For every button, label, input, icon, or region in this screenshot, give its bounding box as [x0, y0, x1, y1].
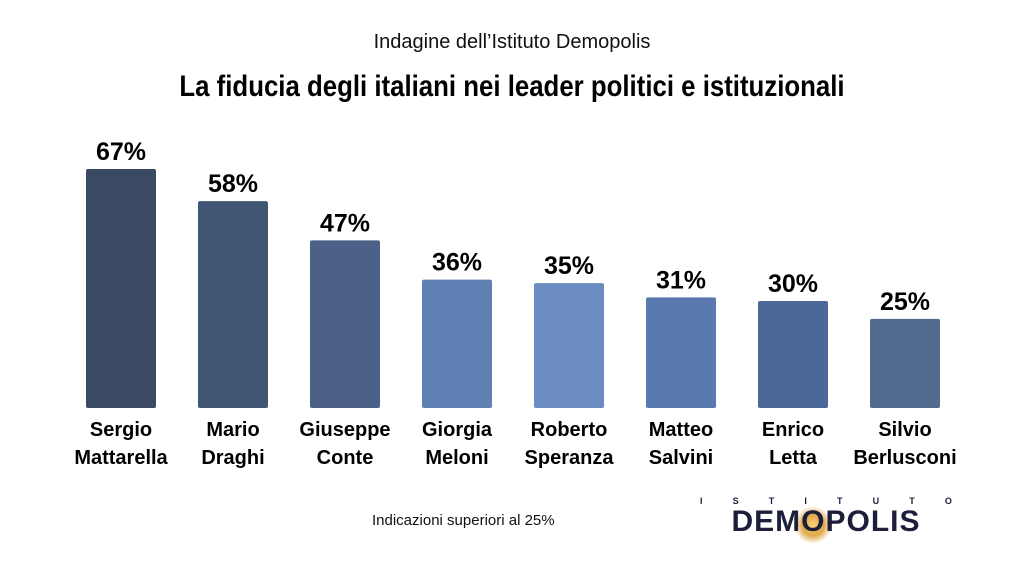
logo-letter: T: [909, 496, 915, 506]
logo-letter: U: [872, 496, 880, 506]
category-label: Salvini: [649, 447, 713, 469]
bar-chart: 67% Sergio Mattarella 58% Mario Draghi 47% Gius…: [74, 138, 956, 469]
category-label: Giorgia: [422, 419, 493, 441]
bar: [198, 201, 268, 408]
category-label: Meloni: [425, 447, 488, 469]
demopolis-logo: I S T I T U T O DEMOPOLIS: [700, 496, 952, 544]
bar: [310, 240, 380, 408]
logo-wordmark: DEMOPOLIS: [731, 505, 921, 538]
category-label: Draghi: [201, 447, 264, 469]
logo-letter: S: [732, 496, 739, 506]
bar: [86, 169, 156, 408]
bar: [534, 283, 604, 408]
category-label: Speranza: [525, 447, 615, 469]
footnote: Indicazioni superiori al 25%: [372, 512, 555, 529]
value-label: 36%: [432, 249, 482, 277]
category-label: Conte: [317, 447, 374, 469]
category-label: Enrico: [762, 419, 824, 441]
logo-letter: T: [768, 496, 775, 506]
value-label: 31%: [656, 266, 706, 294]
value-label: 67%: [96, 138, 146, 166]
category-label: Matteo: [649, 419, 713, 441]
category-label: Berlusconi: [853, 447, 956, 469]
category-label: Mattarella: [74, 447, 168, 469]
bar: [646, 297, 716, 408]
value-label: 35%: [544, 252, 594, 280]
chart-subtitle: Indagine dell’Istituto Demopolis: [373, 31, 651, 53]
logo-letter: T: [837, 496, 843, 506]
bar: [870, 318, 940, 408]
value-label: 58%: [208, 170, 258, 198]
bar: [758, 300, 828, 408]
category-label: Letta: [769, 447, 818, 469]
logo-letter: I: [804, 496, 807, 506]
bar: [422, 279, 492, 408]
category-label: Roberto: [531, 419, 608, 441]
category-label: Giuseppe: [299, 419, 390, 441]
logo-letter: O: [944, 496, 952, 506]
category-label: Silvio: [878, 419, 931, 441]
category-label: Mario: [206, 419, 259, 441]
value-label: 30%: [768, 270, 818, 298]
chart-title: La fiducia degli italiani nei leader pol…: [179, 70, 845, 103]
value-label: 25%: [880, 288, 930, 316]
logo-glow: [794, 506, 832, 544]
logo-letter: I: [700, 496, 703, 506]
value-label: 47%: [320, 209, 370, 237]
category-label: Sergio: [90, 419, 152, 441]
